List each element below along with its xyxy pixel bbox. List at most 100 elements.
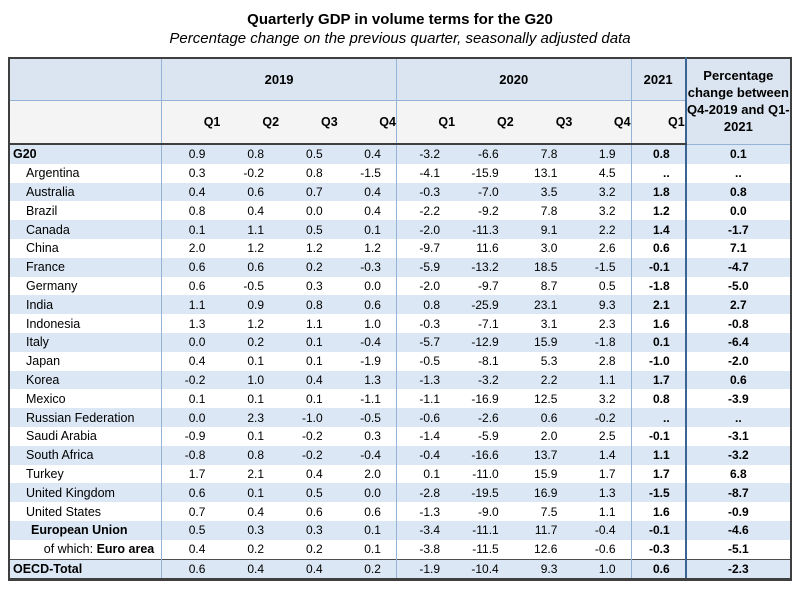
value-cell: -0.3 bbox=[419, 316, 441, 331]
table-row: Argentina 0.3 -0.2 0.8 -1.5 -4.1 -15.9 1… bbox=[9, 163, 791, 183]
value-cell: -1.9 bbox=[396, 558, 456, 580]
value-cell: -1.4 bbox=[419, 429, 441, 444]
value-cell: -12.9 bbox=[471, 335, 499, 350]
value-cell: -0.4 bbox=[337, 445, 397, 465]
country-cell: OECD-Total bbox=[9, 558, 163, 580]
country-name: India bbox=[26, 297, 54, 312]
value-cell: 0.5 bbox=[572, 276, 632, 296]
country-name: Argentina bbox=[26, 166, 80, 181]
value-cell: 1.2 bbox=[631, 201, 687, 221]
country-name: South Africa bbox=[26, 448, 94, 463]
year-header-2020: 2020 bbox=[396, 58, 632, 101]
value-cell: 0.4 bbox=[279, 558, 338, 580]
value-cell: 0.4 bbox=[337, 182, 397, 202]
pct-cell: -4.7 bbox=[728, 260, 749, 275]
table-row: Germany 0.6 -0.5 0.3 0.0 -2.0 -9.7 8.7 0… bbox=[9, 276, 791, 296]
country-cell: Brazil bbox=[9, 201, 163, 221]
value-cell: -0.6 bbox=[419, 410, 441, 425]
value-cell: 1.4 bbox=[631, 220, 687, 239]
pct-cell: -0.8 bbox=[728, 316, 749, 331]
pct-cell: -3.2 bbox=[728, 448, 749, 463]
value-cell: 1.6 bbox=[631, 502, 687, 521]
value-cell: -2.6 bbox=[478, 410, 499, 425]
country-name: Saudi Arabia bbox=[26, 429, 97, 444]
value-cell: 9.3 bbox=[572, 295, 632, 315]
country-cell: China bbox=[9, 238, 163, 258]
value-cell: -13.2 bbox=[471, 260, 499, 275]
pct-cell: -5.0 bbox=[728, 278, 749, 293]
country-cell: Russian Federation bbox=[9, 408, 163, 427]
country-cell: Indonesia bbox=[9, 314, 163, 333]
value-cell: 0.4 bbox=[306, 466, 323, 481]
q-header-2021: Q1 bbox=[631, 100, 687, 145]
pct-cell: .. bbox=[735, 410, 742, 425]
value-cell: 0.6 bbox=[247, 260, 265, 275]
value-cell: 1.1 bbox=[572, 370, 632, 390]
country-name: European Union bbox=[31, 523, 128, 538]
value-cell: 0.3 bbox=[247, 523, 265, 538]
q-header: Q3 bbox=[279, 100, 338, 145]
country-cell: Argentina bbox=[9, 163, 163, 183]
country-name: Italy bbox=[26, 335, 49, 350]
value-cell: 11.7 bbox=[534, 523, 558, 538]
value-cell: 0.8 bbox=[631, 144, 687, 164]
value-cell: -1.1 bbox=[419, 391, 441, 406]
value-cell: 0.7 bbox=[306, 184, 323, 199]
table-row: Indonesia 1.3 1.2 1.1 1.0 -0.3 -7.1 3.1 … bbox=[9, 314, 791, 333]
value-cell: 0.6 bbox=[306, 504, 323, 519]
pct-cell: -5.1 bbox=[728, 542, 749, 557]
value-cell: -1.0 bbox=[631, 351, 687, 371]
value-cell: 7.8 bbox=[540, 203, 558, 218]
value-cell: -7.1 bbox=[478, 316, 499, 331]
value-cell: 11.6 bbox=[476, 241, 499, 256]
value-cell: 1.3 bbox=[188, 316, 206, 331]
country-cell: India bbox=[9, 295, 163, 315]
value-cell: 1.1 bbox=[631, 445, 687, 465]
value-cell: 0.5 bbox=[188, 523, 206, 538]
country-name: United States bbox=[26, 504, 102, 519]
gdp-table: 2019 2020 2021 Percentage change between… bbox=[8, 57, 792, 582]
value-cell: 0.6 bbox=[247, 184, 265, 199]
table-row: Brazil 0.8 0.4 0.0 0.4 -2.2 -9.2 7.8 3.2… bbox=[9, 201, 791, 221]
table-row: United Kingdom 0.6 0.1 0.5 0.0 -2.8 -19.… bbox=[9, 483, 791, 503]
value-cell: 3.2 bbox=[572, 201, 632, 221]
country-name: Germany bbox=[26, 278, 78, 293]
table-row: Russian Federation 0.0 2.3 -1.0 -0.5 -0.… bbox=[9, 408, 791, 427]
value-cell: 2.1 bbox=[631, 295, 687, 315]
value-cell: 3.0 bbox=[540, 241, 558, 256]
country-name: Euro area bbox=[96, 542, 155, 557]
value-cell: 0.5 bbox=[306, 222, 323, 237]
value-cell: -0.4 bbox=[572, 520, 632, 540]
table-row: India 1.1 0.9 0.8 0.6 0.8 -25.9 23.1 9.3… bbox=[9, 295, 791, 315]
table-row: Korea -0.2 1.0 0.4 1.3 -1.3 -3.2 2.2 1.1… bbox=[9, 370, 791, 390]
value-cell: 0.5 bbox=[306, 147, 323, 162]
value-cell: 0.6 bbox=[188, 278, 206, 293]
value-cell: -0.2 bbox=[302, 448, 323, 463]
value-cell: 1.2 bbox=[247, 316, 265, 331]
value-cell: 7.8 bbox=[540, 147, 558, 162]
value-cell: 15.9 bbox=[534, 335, 558, 350]
value-cell: -0.9 bbox=[184, 429, 206, 444]
value-cell: -0.2 bbox=[243, 166, 265, 181]
value-cell: -0.2 bbox=[302, 429, 323, 444]
value-cell: 3.1 bbox=[540, 316, 558, 331]
value-cell: 0.1 bbox=[631, 332, 687, 352]
value-cell: -11.0 bbox=[472, 466, 499, 481]
country-cell: South Africa bbox=[9, 445, 163, 465]
value-cell: -1.0 bbox=[302, 410, 323, 425]
pct-cell: 6.8 bbox=[730, 466, 747, 481]
pct-cell: -1.7 bbox=[728, 222, 749, 237]
value-cell: 18.5 bbox=[534, 260, 558, 275]
value-cell: -19.5 bbox=[471, 485, 499, 500]
value-cell: 0.6 bbox=[337, 295, 397, 315]
value-cell: 0.8 bbox=[631, 389, 687, 409]
value-cell: -0.2 bbox=[184, 372, 206, 387]
value-cell: -0.4 bbox=[337, 332, 397, 352]
country-cell: European Union bbox=[9, 520, 163, 540]
value-cell: -1.3 bbox=[419, 372, 441, 387]
country-name: Japan bbox=[26, 354, 61, 369]
value-cell: 1.3 bbox=[337, 370, 397, 390]
value-cell: 0.0 bbox=[306, 203, 323, 218]
corner-cell bbox=[9, 58, 163, 101]
